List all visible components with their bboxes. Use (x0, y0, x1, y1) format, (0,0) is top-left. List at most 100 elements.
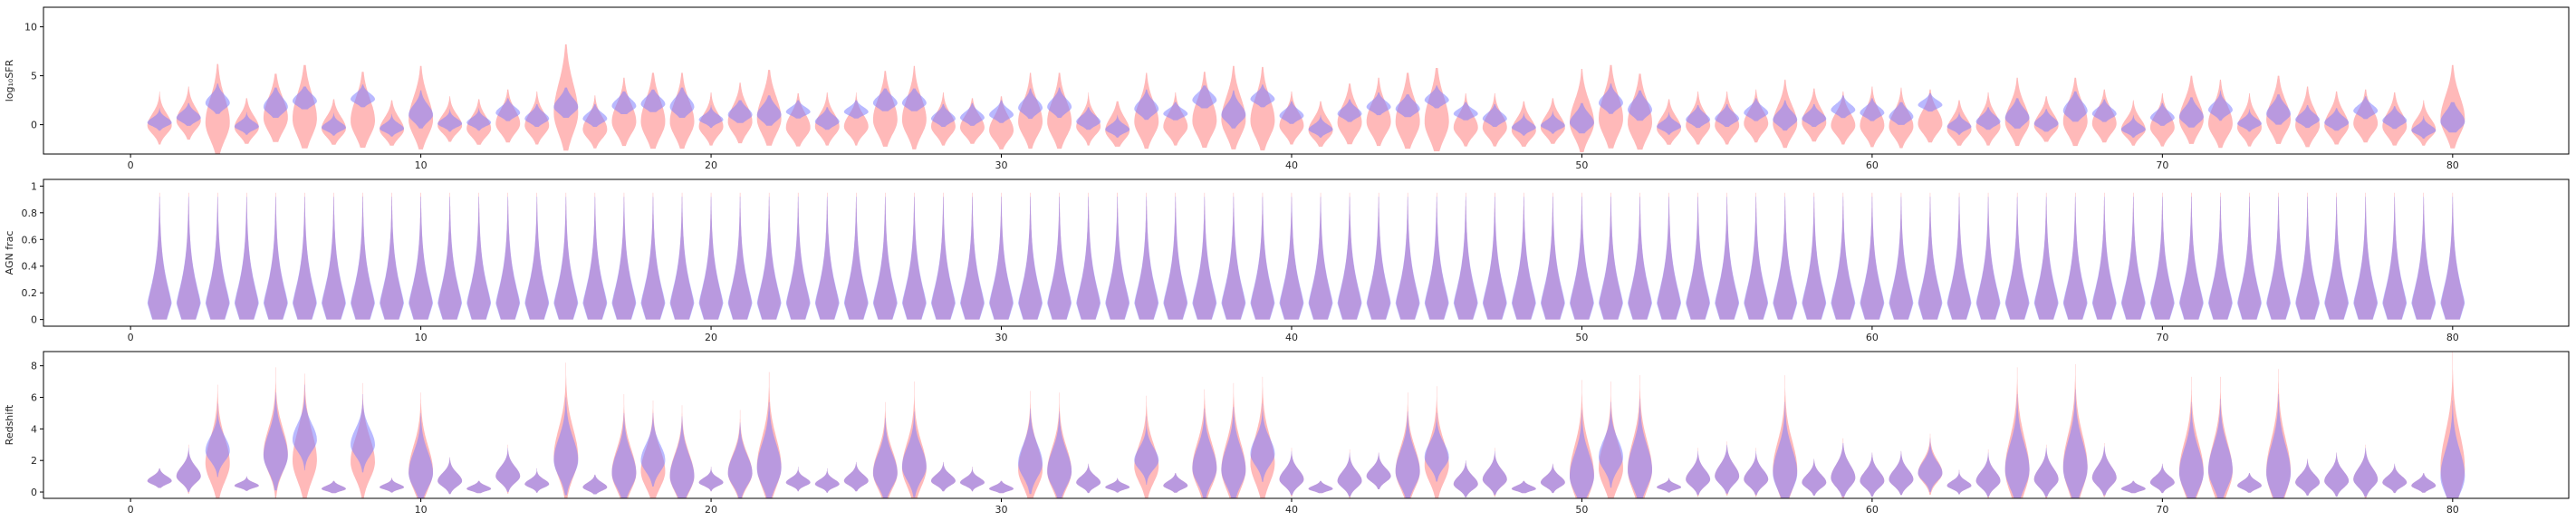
violin-s2-x26 (872, 88, 898, 111)
violin-s2-x67 (2062, 197, 2088, 320)
violin-s2-x26 (872, 418, 898, 498)
violin-s2-x71 (2178, 97, 2204, 128)
violin-s2-x74 (2266, 394, 2291, 498)
violin-s2-x20 (698, 467, 724, 492)
x-tick-label: 0 (128, 504, 134, 516)
violin-s2-x7 (322, 112, 346, 136)
violin-s2-x69 (2120, 197, 2146, 320)
violin-s2-x60 (1860, 452, 1885, 497)
violin-s2-x21 (727, 422, 753, 498)
violin-s2-x58 (1802, 458, 1827, 496)
violin-s2-x5 (263, 392, 288, 491)
violin-s2-x62 (1918, 438, 1943, 493)
violin-s2-x34 (1105, 197, 1130, 320)
violin-s2-x64 (1975, 197, 2001, 320)
violin-s2-x6 (293, 384, 317, 471)
violin-s2-x17 (611, 91, 637, 114)
violin-s2-x63 (1946, 197, 1972, 320)
violin-s2-x65 (2004, 98, 2030, 129)
x-tick-label: 20 (705, 332, 717, 343)
violin-s1-x25 (843, 92, 869, 146)
x-tick-label: 80 (2446, 504, 2459, 516)
violin-s2-x63 (1946, 111, 1972, 135)
violin-s2-x31 (1018, 197, 1043, 320)
x-tick-label: 0 (128, 332, 134, 343)
violin-s2-x80 (2440, 400, 2465, 498)
violin-s2-x23 (785, 467, 811, 492)
violin-s2-x11 (437, 197, 463, 320)
violin-s2-x34 (1105, 478, 1130, 493)
x-tick-label: 10 (415, 332, 428, 343)
violin-s2-x53 (1657, 478, 1681, 493)
violin-s2-x54 (1686, 197, 1710, 320)
violin-s2-x56 (1744, 450, 1769, 496)
violin-s2-x50 (1570, 197, 1594, 320)
violin-s2-x45 (1424, 412, 1449, 482)
violin-s2-x23 (785, 100, 811, 119)
violin-s2-x73 (2237, 473, 2262, 493)
x-tick-label: 40 (1285, 504, 1298, 516)
violin-s2-x74 (2266, 94, 2291, 125)
violin-s2-x6 (293, 197, 317, 320)
violin-s2-x40 (1279, 450, 1304, 496)
x-tick-label: 70 (2156, 332, 2168, 343)
violin-s2-x39 (1250, 84, 1275, 108)
violin-s2-x61 (1889, 197, 1914, 320)
violin-s2-x38 (1221, 407, 1246, 498)
violin-s2-x41 (1308, 197, 1333, 320)
violin-s2-x12 (466, 108, 492, 131)
violin-s2-x60 (1860, 98, 1885, 121)
violin-s2-x49 (1540, 111, 1565, 134)
violin-s2-x50 (1570, 102, 1594, 134)
violin-s2-x45 (1424, 197, 1449, 320)
violin-s2-x19 (669, 416, 695, 498)
violins (147, 352, 2465, 498)
violin-s2-x76 (2324, 108, 2350, 131)
violin-s2-x3 (205, 197, 230, 320)
violin-s2-x44 (1395, 411, 1420, 498)
violin-s2-x48 (1511, 197, 1536, 320)
violin-s2-x28 (931, 197, 956, 320)
violin-s2-x69 (2120, 480, 2146, 494)
violin-s2-x26 (872, 197, 898, 320)
violin-s2-x71 (2178, 401, 2204, 498)
violin-s2-x7 (322, 480, 346, 494)
violin-s2-x54 (1686, 105, 1711, 129)
violin-s2-x78 (2382, 106, 2408, 130)
violin-s2-x79 (2411, 473, 2437, 493)
violin-s2-x61 (1889, 450, 1914, 496)
violin-s2-x20 (698, 197, 724, 320)
axes-frame (43, 178, 2570, 327)
y-tick-label: 0.4 (22, 261, 38, 273)
violin-s2-x22 (756, 197, 782, 320)
violin-s2-x32 (1047, 197, 1072, 320)
violin-s2-x77 (2353, 197, 2379, 320)
violin-s2-x49 (1540, 463, 1565, 494)
violin-s2-x73 (2237, 109, 2262, 132)
violin-s2-x27 (901, 411, 927, 497)
x-tick-label: 50 (1575, 159, 1588, 171)
x-tick-label: 80 (2446, 159, 2459, 171)
x-tick-label: 70 (2156, 159, 2168, 171)
violin-s2-x64 (1975, 452, 2001, 497)
violin-s2-x51 (1599, 197, 1623, 320)
violin-s2-x79 (2411, 197, 2437, 320)
violin-s2-x55 (1715, 197, 1740, 320)
violin-s2-x76 (2324, 197, 2350, 320)
violin-s2-x16 (582, 103, 608, 127)
violin-s2-x49 (1541, 197, 1565, 320)
violin-s2-x14 (524, 468, 550, 493)
violin-s2-x70 (2149, 197, 2175, 320)
violin-s2-x61 (1889, 101, 1914, 125)
y-tick-label: 0 (31, 487, 37, 498)
violin-s2-x43 (1366, 197, 1391, 320)
violin-s2-x16 (582, 197, 608, 320)
violin-s2-x34 (1105, 114, 1130, 138)
violin-s2-x47 (1482, 103, 1507, 127)
violin-s1-x37 (1192, 72, 1217, 148)
y-axis-label: log₁₀SFR (4, 59, 15, 101)
violin-s2-x22 (756, 95, 782, 126)
violin-s2-x73 (2237, 197, 2262, 320)
violin-s2-x14 (524, 103, 550, 127)
violin-s2-x2 (176, 448, 201, 492)
